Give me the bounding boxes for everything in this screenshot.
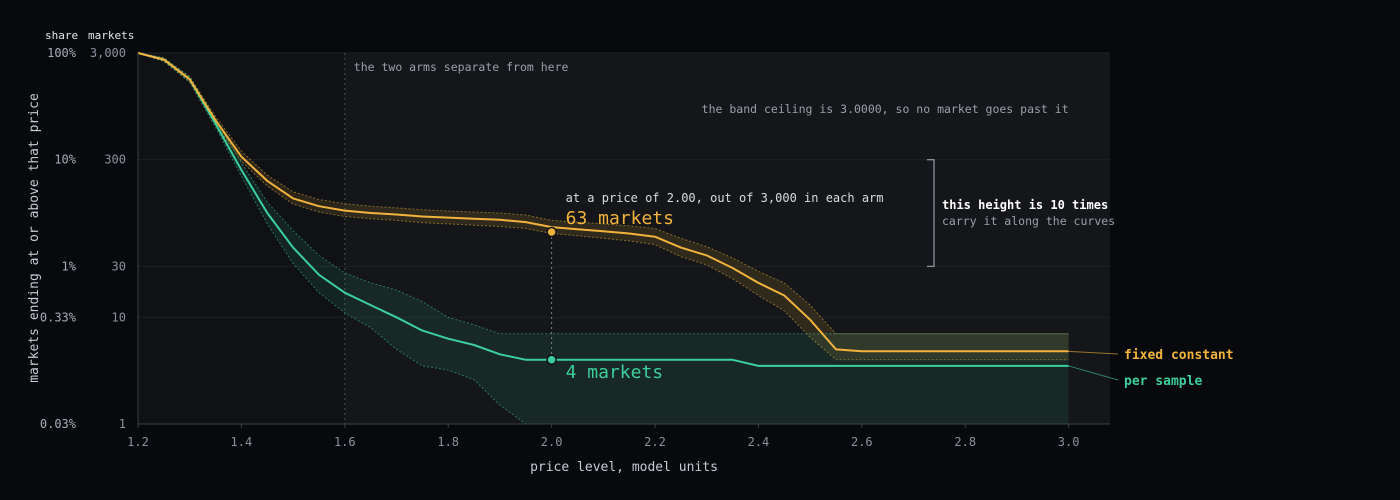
series-lines	[137, 52, 1069, 367]
bracket-subtitle: carry it along the curves	[942, 214, 1115, 228]
legend-leader-1	[1068, 365, 1119, 381]
band-upper-edge-1	[137, 52, 1069, 335]
x-tick-label-1: 1.4	[231, 435, 253, 449]
callout-lower-label: 4 markets	[566, 362, 664, 383]
y-header-share: share	[45, 29, 78, 42]
y-tick-label-2: 30	[112, 259, 126, 273]
callout-dot-lower	[546, 354, 557, 366]
series-line-1	[137, 52, 1069, 367]
y-share-label-4: 0.03%	[40, 417, 77, 431]
annotations: fixed constant per sample at a price of 2.…	[354, 60, 1234, 389]
x-tick-label-3: 1.8	[437, 435, 459, 449]
x-tick-label-9: 3.0	[1058, 435, 1080, 449]
y-tick-label-1: 300	[104, 153, 126, 167]
y-tick-label-3: 10	[112, 310, 126, 324]
y-tick-label-4: 1	[119, 417, 126, 431]
x-tick-label-7: 2.6	[851, 435, 873, 449]
x-tick-label-6: 2.4	[748, 435, 770, 449]
y-share-label-3: 0.33%	[40, 310, 77, 324]
y-share-label-0: 100%	[47, 46, 77, 60]
y-tick-label-0: 3,000	[90, 46, 126, 60]
legend-leader-0	[1068, 350, 1119, 355]
height-bracket	[927, 159, 935, 268]
series-line-0	[137, 52, 1069, 353]
callout-dot-upper	[546, 226, 557, 238]
x-tick-label-4: 2.0	[541, 435, 563, 449]
band-lower-edge-0	[137, 52, 1069, 361]
bracket-title: this height is 10 times	[942, 198, 1108, 212]
legend-label-0: fixed constant	[1124, 348, 1234, 363]
axes: 3,000 100% 300 10% 30 1% 10 0.33% 1 0.03% 1.2 1.4 1.…	[40, 46, 1110, 449]
y-axis-label: markets ending at or above that price	[27, 93, 42, 383]
split-note: the two arms separate from here	[354, 60, 569, 74]
x-tick-label-5: 2.2	[644, 435, 666, 449]
split-region	[345, 53, 1110, 424]
x-tick-label-2: 1.6	[334, 435, 356, 449]
callout-caption: at a price of 2.00, out of 3,000 in each…	[566, 191, 884, 205]
callout-upper-label: 63 markets	[566, 208, 674, 229]
y-header-markets: markets	[88, 29, 134, 42]
x-axis-label: price level, model units	[530, 460, 718, 475]
ceiling-note: the band ceiling is 3.0000, so no market…	[702, 102, 1069, 116]
x-tick-label-8: 2.8	[954, 435, 976, 449]
y-share-label-2: 1%	[62, 259, 77, 273]
legend-label-1: per sample	[1124, 374, 1202, 389]
y-share-label-1: 10%	[54, 153, 76, 167]
x-tick-label-0: 1.2	[127, 435, 149, 449]
band-1	[138, 53, 1069, 424]
